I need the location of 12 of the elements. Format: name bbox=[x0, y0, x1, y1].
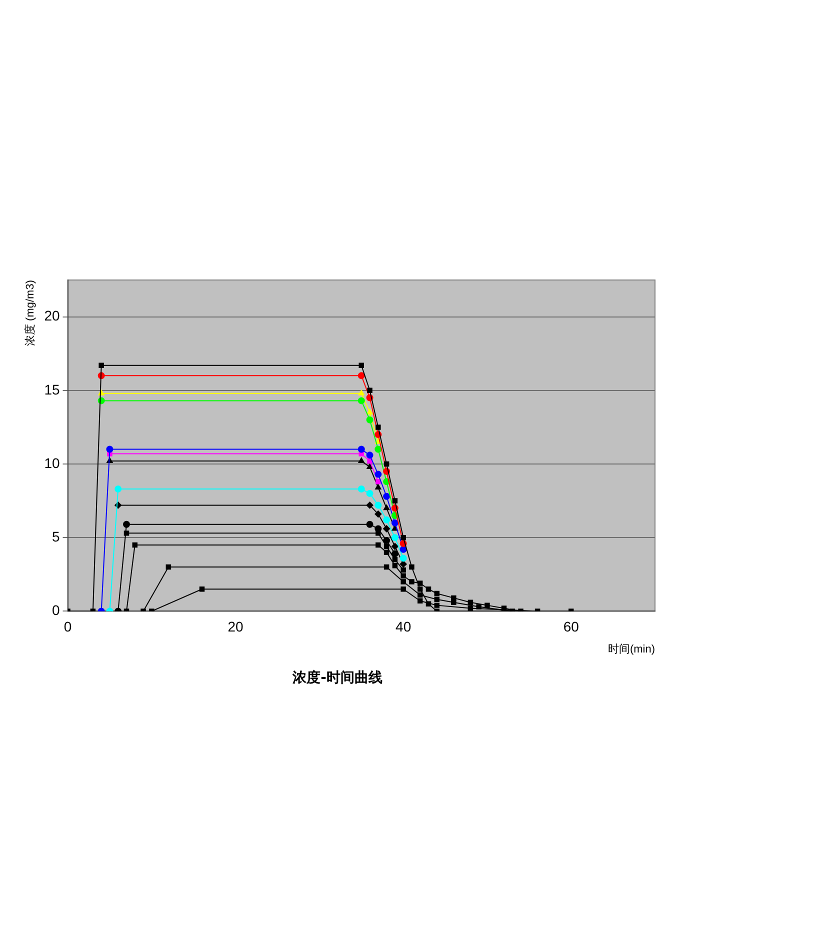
y-tick-label: 10 bbox=[44, 454, 60, 471]
x-tick-label: 0 bbox=[64, 618, 72, 634]
x-tick-label: 40 bbox=[396, 618, 412, 634]
x-axis-title: 时间(min) bbox=[608, 642, 655, 656]
y-axis-title: 浓度 (mg/m3) bbox=[24, 280, 37, 346]
x-tick-label: 20 bbox=[228, 618, 244, 634]
y-tick-label: 0 bbox=[52, 602, 60, 618]
x-tick-label: 60 bbox=[563, 618, 580, 634]
text: 浓度-时间曲线 bbox=[292, 669, 382, 686]
y-tick-label: 20 bbox=[44, 308, 60, 324]
y-tick-label: 15 bbox=[44, 381, 60, 398]
y-tick-label: 5 bbox=[52, 528, 60, 544]
